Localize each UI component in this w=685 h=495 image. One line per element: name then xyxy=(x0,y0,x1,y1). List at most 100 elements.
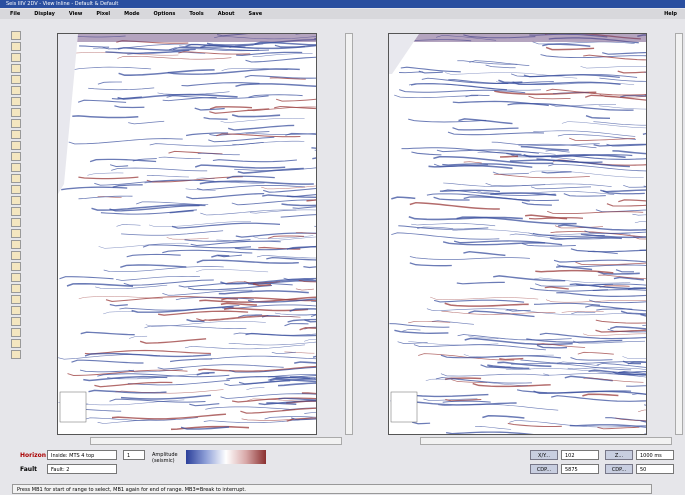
tool-button[interactable] xyxy=(11,42,21,51)
tool-button[interactable] xyxy=(11,284,21,293)
tool-button[interactable] xyxy=(11,339,21,348)
menu-item[interactable]: Save xyxy=(248,11,263,17)
field-value[interactable]: 50 xyxy=(636,464,674,474)
tool-button[interactable] xyxy=(11,163,21,172)
reflector xyxy=(87,172,124,176)
reflector xyxy=(408,118,487,123)
tool-button[interactable] xyxy=(11,53,21,62)
reflector xyxy=(312,355,316,358)
scrollbar[interactable] xyxy=(90,437,342,445)
menu-item[interactable]: Options xyxy=(153,11,176,17)
tool-button[interactable] xyxy=(11,328,21,337)
menu-item[interactable]: About xyxy=(217,11,235,17)
reflector xyxy=(528,95,571,100)
colorbar xyxy=(186,450,266,464)
menu-item[interactable]: Pixel xyxy=(96,11,111,17)
reflector xyxy=(644,404,646,406)
tool-button[interactable] xyxy=(11,130,21,139)
reflector xyxy=(417,226,454,229)
tool-button[interactable] xyxy=(11,152,21,161)
reflector xyxy=(510,73,638,78)
reflector xyxy=(290,417,316,421)
tool-button[interactable] xyxy=(11,262,21,271)
reflector xyxy=(231,114,281,118)
text-field[interactable]: 1 xyxy=(123,450,145,460)
scrollbar[interactable] xyxy=(675,33,683,435)
tool-button[interactable] xyxy=(11,196,21,205)
field-button[interactable]: CDP... xyxy=(605,464,633,474)
tool-button[interactable] xyxy=(11,185,21,194)
reflector xyxy=(289,376,316,379)
tool-button[interactable] xyxy=(11,295,21,304)
reflector xyxy=(615,269,634,273)
reflector xyxy=(561,121,646,129)
field-button[interactable]: X/Y... xyxy=(530,450,558,460)
reflector xyxy=(533,130,636,137)
reflector xyxy=(120,394,212,400)
tool-button[interactable] xyxy=(11,229,21,238)
tool-button[interactable] xyxy=(11,86,21,95)
tool-button[interactable] xyxy=(11,218,21,227)
reflector xyxy=(186,192,265,200)
text-field[interactable]: Inside: MTS 4 top xyxy=(47,450,117,460)
reflector xyxy=(411,223,496,227)
tool-button[interactable] xyxy=(11,31,21,40)
reflector xyxy=(599,285,630,288)
tool-button[interactable] xyxy=(11,97,21,106)
reflector xyxy=(536,158,603,164)
reflector xyxy=(476,190,615,195)
reflector xyxy=(197,152,240,156)
reflector xyxy=(451,379,488,383)
reflector xyxy=(103,311,134,315)
reflector xyxy=(600,189,646,193)
menu-item[interactable]: Display xyxy=(34,11,55,17)
tool-button[interactable] xyxy=(11,174,21,183)
tool-button[interactable] xyxy=(11,75,21,84)
tool-button[interactable] xyxy=(11,64,21,73)
scrollbar[interactable] xyxy=(345,33,353,435)
tool-button[interactable] xyxy=(11,306,21,315)
reflector xyxy=(194,164,286,169)
reflector xyxy=(557,134,636,140)
reflector xyxy=(554,225,604,229)
field-value[interactable]: 1000 ms xyxy=(636,450,674,460)
reflector xyxy=(83,417,199,421)
menu-item[interactable]: View xyxy=(68,11,83,17)
tool-button[interactable] xyxy=(11,273,21,282)
tool-button[interactable] xyxy=(11,207,21,216)
tool-button[interactable] xyxy=(11,240,21,249)
reflector xyxy=(618,371,646,373)
menu-item[interactable]: Tools xyxy=(189,11,204,17)
reflector xyxy=(530,186,592,190)
field-value[interactable]: 102 xyxy=(561,450,599,460)
field-button[interactable]: Z... xyxy=(605,450,633,460)
field-grid: X/Y... 102 Z... 1000 ms CDP... 5875 CDP... 50 xyxy=(530,450,680,478)
menu-item[interactable]: Mode xyxy=(124,11,140,17)
tool-button[interactable] xyxy=(11,317,21,326)
tool-button[interactable] xyxy=(11,141,21,150)
reflector xyxy=(98,242,189,249)
reflector xyxy=(236,51,303,56)
menu-item[interactable]: Help xyxy=(664,11,677,17)
reflector xyxy=(402,329,421,332)
text-field[interactable]: Fault: 2 xyxy=(47,464,117,474)
field-value[interactable]: 5875 xyxy=(561,464,599,474)
tool-button[interactable] xyxy=(11,251,21,260)
reflector xyxy=(304,411,316,414)
tool-button[interactable] xyxy=(11,108,21,117)
reflector xyxy=(79,45,110,48)
reflector xyxy=(505,368,638,376)
tool-button[interactable] xyxy=(11,350,21,359)
menu-item[interactable]: File xyxy=(10,11,21,17)
reflector xyxy=(228,124,295,131)
reflector xyxy=(88,87,155,91)
reflector xyxy=(389,323,450,328)
tool-button[interactable] xyxy=(11,119,21,128)
reflector xyxy=(570,248,646,253)
reflector xyxy=(518,143,597,149)
field-button[interactable]: CDP... xyxy=(530,464,558,474)
scrollbar[interactable] xyxy=(420,437,672,445)
reflector xyxy=(497,361,552,368)
reflector xyxy=(228,341,316,346)
reflector xyxy=(443,182,546,187)
